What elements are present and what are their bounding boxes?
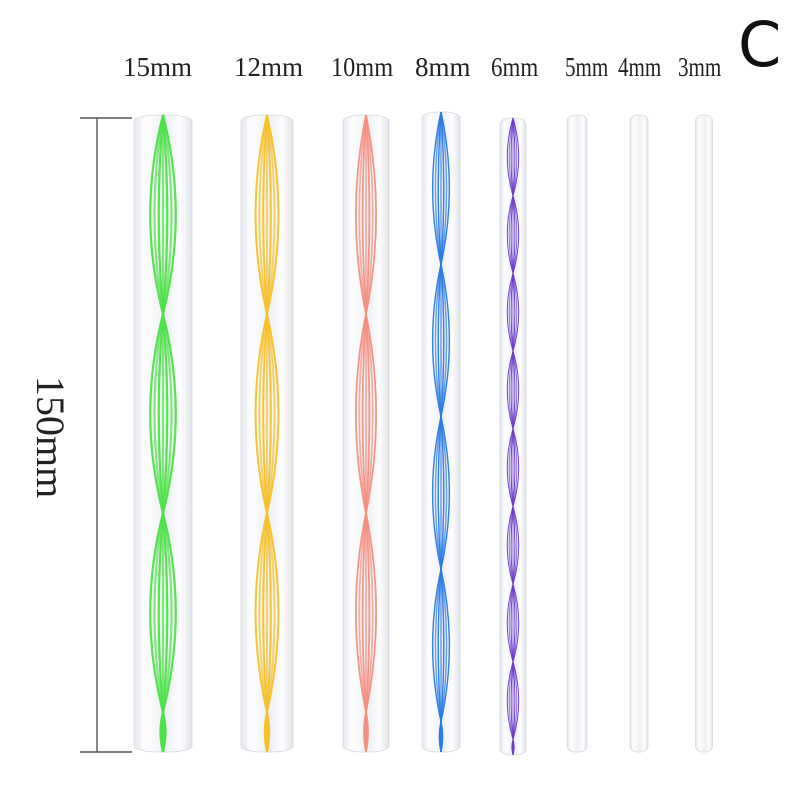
rod-4mm (629, 114, 649, 753)
rod-15mm (133, 114, 193, 753)
rod-5mm (566, 114, 588, 753)
rod-size-label: 4mm (618, 52, 662, 82)
rod-size-label: 6mm (491, 52, 539, 82)
length-dimension-line (80, 117, 132, 753)
rod-size-label: 5mm (565, 52, 609, 82)
rod-size-label: 3mm (678, 52, 722, 82)
rod-size-label: 15mm (123, 52, 193, 82)
rod-10mm (342, 114, 390, 753)
rod-8mm (421, 111, 461, 753)
rod-12mm (240, 114, 294, 753)
variant-letter: C (738, 8, 782, 81)
rod-size-label: 12mm (234, 52, 304, 82)
rod-size-label: 8mm (415, 52, 471, 82)
rod-3mm (695, 114, 713, 753)
rod-size-label: 10mm (331, 52, 394, 82)
rod-6mm (499, 117, 527, 756)
length-label: 150mm (28, 376, 73, 499)
